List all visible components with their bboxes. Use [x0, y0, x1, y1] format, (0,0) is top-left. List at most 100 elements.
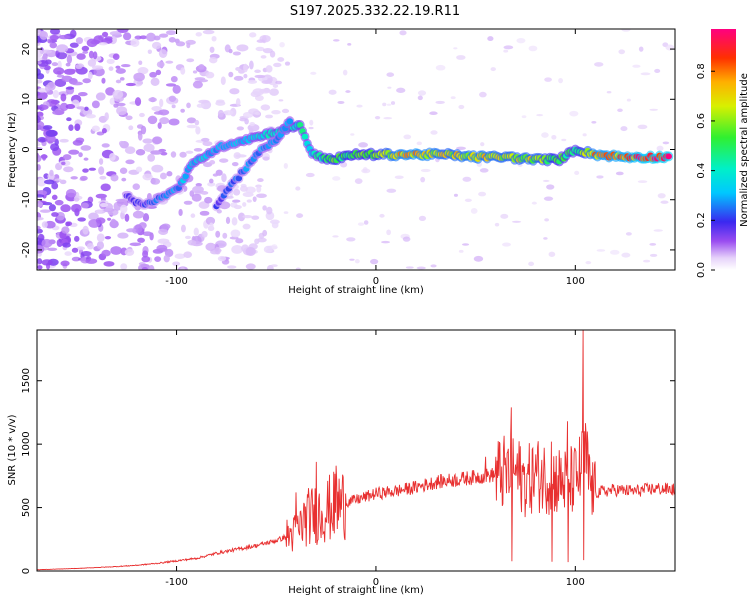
noise-blob	[238, 69, 246, 74]
noise-blob	[283, 211, 289, 214]
noise-blob	[657, 193, 666, 199]
noise-blob	[130, 38, 140, 48]
noise-blob	[453, 47, 458, 50]
noise-blob	[51, 62, 59, 67]
noise-blob	[183, 200, 193, 205]
noise-blob	[536, 113, 544, 117]
noise-blob	[620, 126, 628, 132]
noise-blob	[101, 31, 109, 37]
noise-blob	[37, 111, 44, 118]
noise-blob	[124, 213, 130, 222]
noise-blob	[61, 161, 66, 166]
noise-blob	[47, 38, 53, 44]
noise-blob	[417, 95, 423, 101]
noise-blob	[109, 152, 116, 161]
noise-blob	[179, 151, 187, 158]
noise-blob	[637, 180, 648, 184]
noise-blob	[665, 44, 675, 51]
noise-blob	[240, 185, 248, 192]
noise-blob	[132, 210, 145, 219]
noise-blob	[256, 193, 267, 199]
noise-blob	[113, 201, 122, 211]
noise-blob	[256, 39, 265, 43]
noise-blob	[220, 76, 226, 86]
noise-blob	[142, 213, 150, 222]
noise-blob	[205, 71, 215, 79]
noise-blob	[235, 154, 247, 158]
noise-blob	[142, 250, 149, 258]
noise-blob	[346, 237, 356, 242]
noise-blob	[101, 77, 106, 84]
noise-blob	[358, 142, 369, 148]
noise-blob	[142, 231, 153, 237]
noise-blob	[63, 166, 74, 173]
noise-blob	[654, 68, 661, 73]
noise-blob	[640, 72, 651, 76]
noise-blob	[151, 41, 162, 50]
noise-blob	[112, 89, 124, 99]
noise-blob	[262, 229, 268, 237]
noise-blob	[71, 81, 84, 86]
noise-blob	[649, 242, 657, 246]
noise-blob	[39, 30, 49, 40]
noise-blob	[649, 253, 658, 257]
noise-blob	[403, 134, 412, 140]
noise-blob	[386, 188, 397, 193]
noise-blob	[98, 158, 104, 165]
noise-blob	[163, 254, 170, 263]
x-tick-label: -100	[165, 276, 188, 287]
noise-blob	[82, 78, 91, 84]
noise-blob	[41, 238, 53, 248]
noise-blob	[125, 159, 135, 165]
noise-blob	[196, 103, 205, 108]
noise-blob	[142, 173, 153, 181]
noise-blob	[98, 166, 105, 175]
noise-blob	[45, 59, 52, 65]
noise-blob	[211, 35, 217, 42]
noise-blob	[72, 139, 83, 146]
noise-blob	[254, 112, 261, 116]
noise-blob	[247, 79, 258, 84]
noise-blob	[245, 263, 256, 270]
noise-blob	[40, 49, 53, 54]
noise-blob	[107, 217, 112, 221]
y-tick-label: -10	[21, 192, 32, 208]
spectrogram-ridge	[122, 116, 674, 212]
noise-blob	[386, 72, 395, 77]
noise-blob	[269, 88, 279, 96]
noise-blob	[186, 124, 198, 129]
noise-blob	[356, 104, 363, 108]
noise-blob	[235, 67, 241, 71]
noise-blob	[192, 185, 204, 194]
noise-blob	[76, 106, 85, 110]
noise-blob	[480, 142, 485, 147]
noise-blob	[236, 44, 249, 52]
noise-blob	[151, 164, 164, 173]
noise-blob	[165, 60, 174, 64]
noise-blob	[100, 183, 111, 192]
noise-blob	[156, 61, 165, 68]
noise-blob	[212, 173, 219, 177]
noise-blob	[387, 86, 392, 89]
noise-blob	[215, 100, 226, 106]
noise-blob	[263, 245, 273, 254]
noise-blob	[254, 238, 260, 245]
noise-blob	[88, 167, 97, 171]
noise-blob	[271, 221, 279, 229]
noise-blob	[262, 47, 273, 54]
noise-blob	[198, 64, 205, 70]
noise-blob	[569, 110, 579, 117]
y-tick-label: 500	[21, 498, 32, 517]
noise-blob	[202, 141, 213, 147]
noise-blob	[632, 64, 641, 68]
noise-blob	[531, 201, 537, 205]
noise-blob	[209, 46, 215, 53]
noise-blob	[283, 162, 288, 169]
noise-blob	[345, 90, 351, 93]
noise-blob	[125, 82, 136, 87]
noise-blob	[74, 235, 80, 242]
noise-blob	[112, 53, 120, 61]
noise-blob	[186, 58, 195, 63]
noise-blob	[66, 221, 73, 226]
